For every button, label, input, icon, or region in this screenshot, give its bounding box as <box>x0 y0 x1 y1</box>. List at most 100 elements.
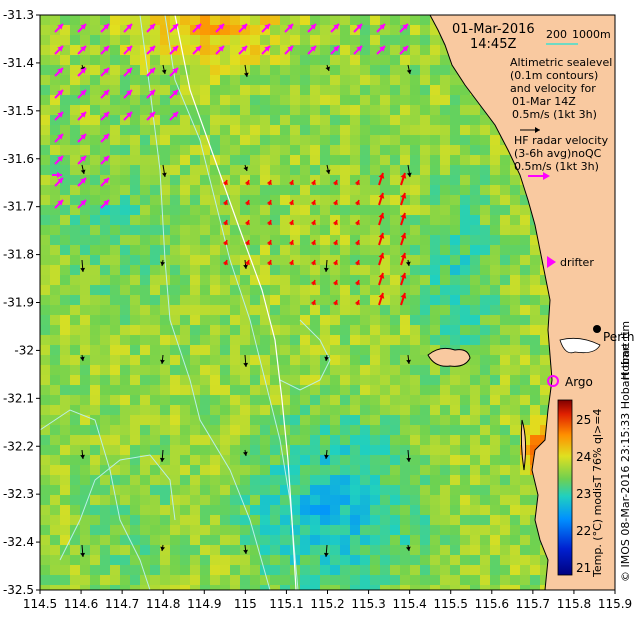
contour-line <box>40 409 151 590</box>
red-arrow <box>310 299 316 306</box>
red-arrow <box>354 179 360 186</box>
red-arrow <box>332 239 338 246</box>
colorbar-tick-label: 25 <box>576 413 591 427</box>
altimetry-arrow <box>405 259 411 267</box>
scale-label: 200 <box>546 28 567 41</box>
colorbar-tick-label: 24 <box>576 450 591 464</box>
altimetry-arrow <box>323 544 329 558</box>
hf-arrow <box>77 45 87 55</box>
hf-arrow <box>376 45 386 55</box>
altimetry-arrow <box>405 544 411 552</box>
hf-arrow <box>100 111 110 121</box>
hf-arrow <box>376 23 386 33</box>
hf-arrow <box>238 23 248 33</box>
hf-legend-line-2: (3-6h avg)noQC <box>514 147 602 160</box>
argo-label: Argo <box>565 375 593 389</box>
x-tick-label: 115 <box>234 597 257 611</box>
drifter-label: drifter <box>560 256 594 269</box>
hf-arrow <box>215 23 225 33</box>
colorbar-ticks: 25 24 23 22 21 <box>576 413 591 575</box>
x-tick-label: 115.7 <box>516 597 550 611</box>
altimetry-arrow <box>80 544 86 558</box>
hf-arrow <box>54 199 64 209</box>
red-arrow <box>222 259 228 266</box>
hf-arrow <box>100 155 110 165</box>
y-tick-label: -32.5 <box>3 583 34 597</box>
hf-arrow <box>54 133 64 143</box>
red-arrow <box>288 199 294 206</box>
y-tick-label: -32.1 <box>3 391 34 405</box>
altimetry-arrow <box>243 259 248 270</box>
red-arrow <box>332 179 338 186</box>
x-tick-label: 114.7 <box>105 597 139 611</box>
red-arrow <box>288 179 294 186</box>
altimetry-legend-arrowhead <box>535 127 540 133</box>
altimetry-legend-line-4: 01-Mar 14Z <box>512 95 576 108</box>
hf-arrow <box>146 67 156 77</box>
hf-arrow <box>77 177 87 187</box>
y-tick-label: -31.9 <box>3 296 34 310</box>
hf-arrow <box>261 23 271 33</box>
contour-line <box>139 15 271 590</box>
hf-arrow <box>169 67 179 77</box>
time-label: 14:45Z <box>470 37 516 52</box>
y-tick-label: -32.3 <box>3 487 34 501</box>
altimetry-legend-line-3: and velocity for <box>510 82 596 95</box>
colorbar <box>557 399 573 576</box>
colorbar-tick-label: 21 <box>576 561 591 575</box>
hf-legend: HF radar velocity (3-6h avg)noQC 0.5m/s … <box>514 134 609 180</box>
hf-arrow <box>123 89 133 99</box>
altimetry-arrow <box>80 449 85 460</box>
altimetry-arrow <box>406 164 412 178</box>
altimetry-arrow <box>243 164 249 172</box>
contour-line <box>279 319 331 391</box>
red-arrow <box>222 179 228 186</box>
altimetry-arrow <box>161 64 167 75</box>
perth-label: Perth <box>603 330 634 344</box>
hf-arrow <box>123 23 133 33</box>
x-tick-label: 115.6 <box>475 597 509 611</box>
y-tick-label: -31.8 <box>3 248 34 262</box>
altimetry-arrow <box>243 354 249 368</box>
altimetry-arrow <box>325 64 331 72</box>
red-arrow <box>222 239 228 246</box>
hf-arrow <box>54 89 64 99</box>
hf-arrow <box>169 111 179 121</box>
x-tick-label: 115.1 <box>269 597 303 611</box>
hf-arrow <box>77 23 87 33</box>
x-tick-label: 115.5 <box>434 597 468 611</box>
hf-arrow <box>261 45 271 55</box>
altimetry-legend-line-5: 0.5m/s (1kt 3h) <box>512 108 597 121</box>
red-arrow <box>244 199 250 206</box>
hf-arrow <box>169 23 179 33</box>
altimetry-arrow <box>161 164 167 178</box>
hf-arrow <box>123 67 133 77</box>
altimetry-arrow <box>406 354 411 365</box>
red-arrow <box>378 232 385 246</box>
red-arrow <box>400 232 407 246</box>
altimetry-arrow <box>160 259 166 267</box>
hf-arrow <box>307 45 317 55</box>
red-arrow <box>244 259 250 266</box>
hf-radar-red-arrows <box>222 172 407 306</box>
red-arrow <box>266 239 272 246</box>
y-tick-label: -32.2 <box>3 439 34 453</box>
red-arrow <box>378 252 385 266</box>
red-arrow <box>266 179 272 186</box>
contour-line <box>164 15 299 590</box>
hf-arrow <box>100 133 110 143</box>
x-axis: 114.5 114.6 114.7 114.8 114.9 115 115.1 115.2 11… <box>23 590 632 611</box>
red-arrow <box>332 219 338 226</box>
x-tick-label: 114.9 <box>187 597 221 611</box>
red-arrow <box>400 252 407 266</box>
hf-arrow <box>54 45 64 55</box>
altimetry-arrow <box>80 259 86 273</box>
red-arrow <box>354 199 360 206</box>
red-arrow <box>378 292 385 306</box>
hf-legend-line-3: 0.5m/s (1kt 3h) <box>514 160 599 173</box>
hf-arrow <box>100 177 110 187</box>
hf-arrow <box>123 111 133 121</box>
hf-arrow <box>146 111 156 121</box>
estuary <box>559 337 601 354</box>
hf-arrow <box>353 45 363 55</box>
